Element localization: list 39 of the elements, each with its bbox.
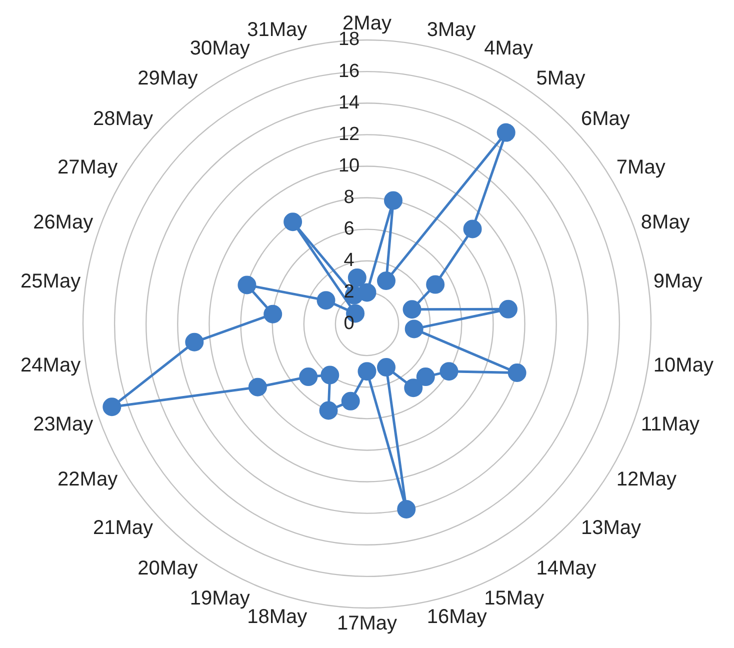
spoke-label: 9May [653,270,702,292]
spoke-label: 4May [484,37,534,60]
spoke-label: 31May [247,18,308,41]
spoke-label: 27May [58,156,118,179]
spoke-label: 30May [190,37,250,60]
spoke-label: 16May [426,606,487,628]
spoke-label: 13May [581,517,642,540]
spoke-label: 26May [33,212,94,234]
spoke-label: 8May [640,212,690,234]
y-tick-label: 2 [344,282,354,303]
spoke-label: 6May [581,108,630,130]
spoke-label: 29May [138,68,198,90]
y-tick-label: 0 [344,313,354,334]
spoke-label: 18May [247,606,308,628]
y-tick-label: 8 [344,187,354,208]
spoke-label: 12May [616,468,676,491]
spoke-label: 7May [616,156,666,179]
spoke-label: 23May [33,414,94,436]
y-tick-label: 12 [338,124,360,145]
spoke-label: 17May [336,612,398,635]
spoke-label: 11May [640,414,700,436]
spoke-label: 15May [484,588,544,610]
y-tick-label: 6 [344,218,354,240]
spoke-label: 21May [92,517,153,540]
spoke-label: 14May [536,558,596,580]
spoke-label: 20May [138,558,198,580]
y-tick-label: 10 [338,155,360,176]
y-tick-label: 18 [338,29,360,50]
spoke-label: 24May [20,354,81,377]
spoke-label: 19May [190,588,250,610]
y-tick-label: 16 [338,60,360,82]
spoke-label: 10May [653,354,714,377]
spoke-label: 25May [20,270,81,292]
spoke-label: 5May [536,68,586,90]
y-tick-label: 14 [338,92,360,114]
spoke-label: 22May [58,468,118,491]
spoke-label: 28May [92,108,153,130]
spoke-label: 3May [426,18,476,41]
y-tick-label: 4 [344,250,355,272]
